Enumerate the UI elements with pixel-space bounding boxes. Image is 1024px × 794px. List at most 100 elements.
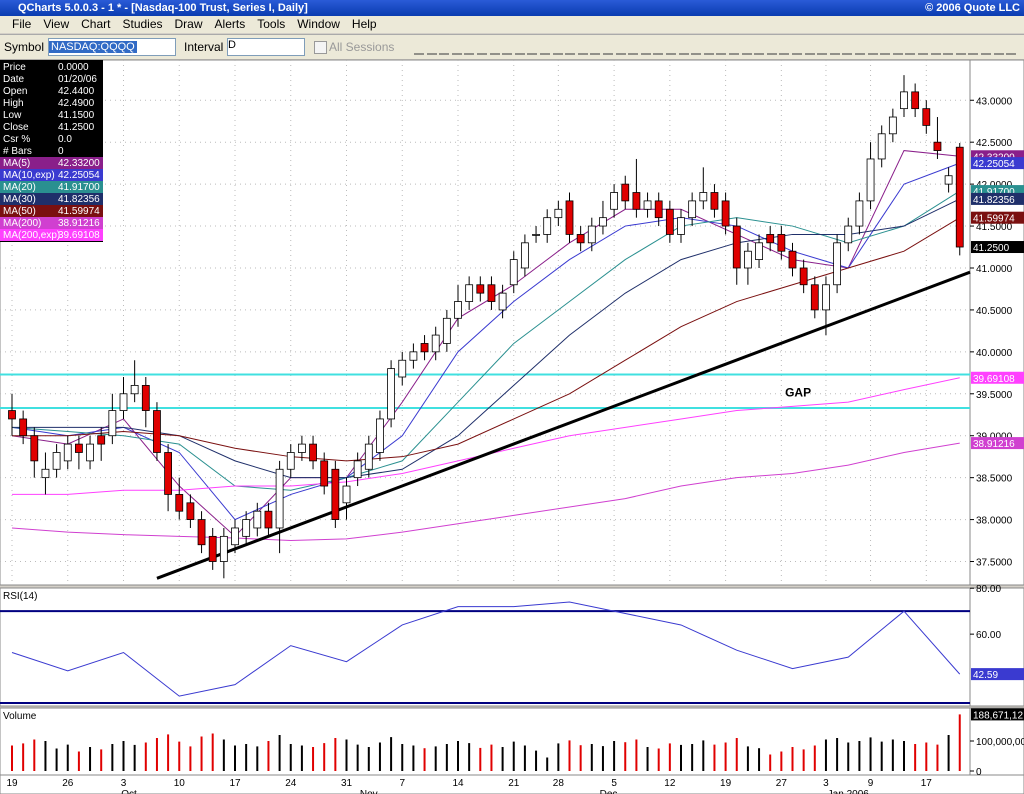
- info-value: 0.0000: [58, 62, 89, 73]
- tool-button[interactable]: [489, 39, 500, 55]
- tool-button[interactable]: [502, 39, 513, 55]
- window-title: QCharts 5.0.0.3 - 1 * - [Nasdaq-100 Trus…: [18, 2, 308, 14]
- checkbox[interactable]: [314, 41, 327, 54]
- tool-button[interactable]: [590, 39, 601, 55]
- tool-button[interactable]: [729, 39, 739, 55]
- tool-button[interactable]: [577, 39, 588, 55]
- menu-item[interactable]: Alerts: [214, 17, 246, 31]
- ma-line: [11, 442, 960, 542]
- pane: [0, 587, 971, 707]
- menu-item[interactable]: Tools: [257, 17, 286, 31]
- candle-body: [476, 284, 485, 294]
- symbol-label: Symbol: [4, 40, 45, 54]
- candle-body: [108, 410, 117, 437]
- tool-button[interactable]: [955, 39, 966, 55]
- tool-button[interactable]: [451, 39, 462, 55]
- menu-item[interactable]: Help: [351, 17, 377, 31]
- info-ma-name: MA(30): [3, 194, 36, 205]
- tool-button[interactable]: [930, 39, 941, 55]
- tool-button[interactable]: [817, 39, 828, 55]
- candle-body: [454, 301, 462, 319]
- tool-button[interactable]: [527, 39, 538, 55]
- tool-button[interactable]: [981, 39, 991, 55]
- tool-button[interactable]: [691, 39, 702, 55]
- candle-body: [576, 234, 585, 244]
- tool-button[interactable]: [842, 39, 853, 55]
- menu-item[interactable]: Studies: [122, 17, 163, 31]
- tool-button[interactable]: [918, 39, 928, 55]
- tool-button[interactable]: [540, 39, 550, 55]
- candle-body: [197, 519, 206, 546]
- candle-body: [911, 91, 920, 110]
- tool-button[interactable]: [653, 39, 664, 55]
- tool-button[interactable]: [464, 39, 475, 55]
- menu-item[interactable]: File: [12, 17, 32, 31]
- candle-body: [721, 200, 730, 227]
- tool-button[interactable]: [754, 39, 765, 55]
- tool-button[interactable]: [880, 39, 891, 55]
- value-badge: [971, 371, 1024, 384]
- x-tick-label: 10: [174, 778, 186, 789]
- symbol-value: NASDAQ:QQQQ: [49, 41, 137, 53]
- candle-body: [331, 468, 340, 520]
- x-tick-label: 3: [823, 778, 829, 789]
- tool-button[interactable]: [968, 39, 979, 55]
- tool-button[interactable]: [666, 39, 676, 55]
- tool-button[interactable]: [439, 39, 450, 55]
- tool-button[interactable]: [565, 39, 576, 55]
- value-badge-label: 188,671,12: [973, 710, 1023, 721]
- candle-body: [97, 435, 106, 445]
- tool-button[interactable]: [552, 39, 563, 55]
- y-tick-label: 37.5000: [976, 558, 1013, 569]
- tool-button[interactable]: [477, 39, 487, 55]
- candle-body: [275, 468, 284, 529]
- tool-button[interactable]: [603, 39, 613, 55]
- menu-item[interactable]: Window: [297, 17, 340, 31]
- candle-body: [231, 527, 239, 546]
- tool-button[interactable]: [514, 39, 525, 55]
- info-ma-name: MA(20): [3, 182, 36, 193]
- tool-button[interactable]: [829, 39, 840, 55]
- info-value: 01/20/06: [58, 74, 97, 85]
- tool-button[interactable]: [855, 39, 865, 55]
- symbol-box[interactable]: NASDAQ:QQQQ: [48, 38, 176, 56]
- candle-body: [699, 192, 708, 202]
- tool-button[interactable]: [892, 39, 903, 55]
- x-tick-label: 27: [776, 778, 788, 789]
- candle-body: [30, 435, 39, 462]
- tool-button[interactable]: [792, 39, 802, 55]
- tool-button[interactable]: [779, 39, 790, 55]
- candle-body: [933, 141, 942, 151]
- candle-body: [320, 460, 329, 487]
- tool-button[interactable]: [716, 39, 727, 55]
- x-month-label: Nov: [360, 789, 378, 794]
- tool-button[interactable]: [905, 39, 916, 55]
- tool-button[interactable]: [640, 39, 651, 55]
- tool-button[interactable]: [867, 39, 878, 55]
- candle-body: [465, 284, 474, 302]
- info-ma-name: MA(10,exp): [3, 170, 55, 181]
- candle-body: [810, 284, 819, 311]
- menu-item[interactable]: Draw: [174, 17, 203, 31]
- tool-button[interactable]: [615, 39, 626, 55]
- tool-button[interactable]: [993, 39, 1004, 55]
- interval-box[interactable]: D: [227, 38, 305, 56]
- tool-button[interactable]: [414, 39, 424, 55]
- candle-body: [420, 343, 429, 353]
- tool-button[interactable]: [804, 39, 815, 55]
- tool-button[interactable]: [943, 39, 954, 55]
- candle-body: [297, 443, 306, 453]
- tool-button[interactable]: [1006, 39, 1017, 55]
- menu-item[interactable]: Chart: [81, 17, 111, 31]
- tool-button[interactable]: [703, 39, 714, 55]
- tool-button[interactable]: [628, 39, 639, 55]
- tool-button[interactable]: [741, 39, 752, 55]
- candle-body: [164, 452, 173, 495]
- volume-title: Volume: [3, 711, 37, 722]
- candle-body: [688, 200, 697, 219]
- menu-item[interactable]: View: [43, 17, 70, 31]
- tool-button[interactable]: [678, 39, 689, 55]
- x-tick-label: 19: [720, 778, 732, 789]
- tool-button[interactable]: [426, 39, 437, 55]
- tool-button[interactable]: [766, 39, 777, 55]
